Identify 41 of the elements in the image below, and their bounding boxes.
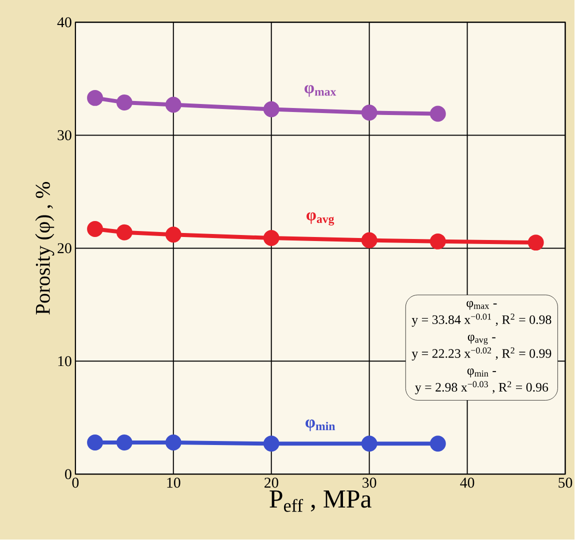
x-tick-label: 0: [72, 478, 79, 488]
point: [87, 221, 104, 238]
point: [361, 436, 378, 452]
x-tick-label: 40: [460, 478, 474, 488]
point: [116, 94, 132, 111]
point: [263, 436, 280, 452]
point: [116, 434, 132, 451]
y-tick-label: 20: [58, 243, 72, 254]
y-tick-label: 30: [58, 130, 72, 140]
x-tick-label: 50: [558, 478, 572, 488]
point: [361, 232, 378, 248]
point: [165, 434, 182, 451]
y-tick-label: 10: [58, 356, 72, 366]
point: [165, 226, 182, 243]
point: [263, 230, 280, 246]
x-tick-label: 20: [264, 478, 278, 488]
y-tick-label: 40: [57, 17, 72, 28]
annotation: φ$_{avg}$ -: [468, 334, 496, 345]
x-tick-label: 30: [362, 478, 376, 488]
series-label: φ$_{avg}$: [306, 212, 334, 226]
point: [430, 234, 446, 250]
point: [165, 96, 182, 113]
annotation: y = 2.98 x$^{−0.03}$ , R$^{2}$ = 0.96: [415, 381, 548, 394]
annotation: y = 33.84 x$^{−0.01}$ , R$^{2}$ = 0.98: [412, 314, 552, 327]
y-tick-label: 0: [65, 469, 72, 480]
x-axis-title: P$_{eff}$ , MPa: [270, 490, 372, 512]
point: [263, 101, 280, 118]
point: [430, 106, 446, 122]
point: [430, 436, 446, 452]
series-label: φ$_{max}$: [304, 85, 336, 97]
x-tick-label: 10: [167, 478, 180, 488]
y-axis-title: Porosity (φ) , %: [35, 182, 54, 315]
point: [361, 104, 378, 121]
series-label: φ$_{min}$: [306, 420, 336, 432]
annotation: y = 22.23 x$^{−0.02}$ , R$^{2}$ = 0.99: [412, 348, 552, 361]
point: [87, 90, 104, 106]
annotation: φ$_{max}$ -: [466, 301, 497, 310]
point: [528, 234, 544, 251]
point: [116, 224, 132, 241]
point: [87, 434, 104, 451]
annotation: φ$_{min}$ -: [467, 368, 496, 378]
